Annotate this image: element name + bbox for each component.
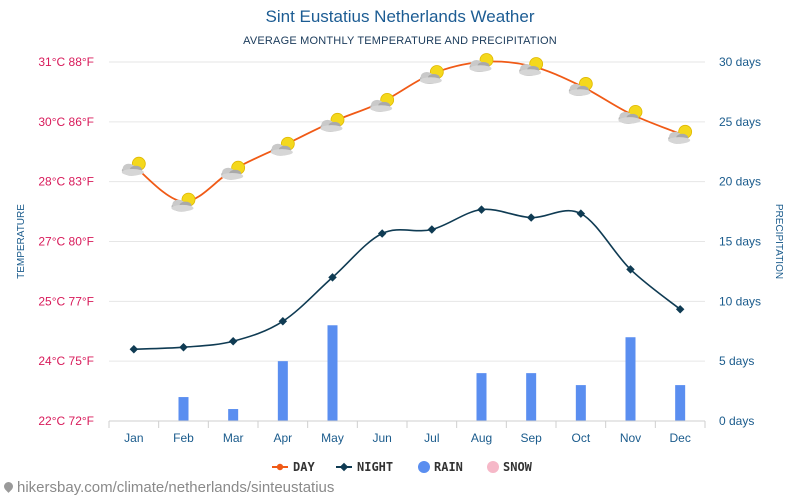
- legend-label: DAY: [293, 460, 315, 474]
- partly-cloudy-icon: [667, 124, 693, 145]
- rain-bars: [178, 325, 686, 421]
- x-tick-label: Jul: [424, 431, 439, 445]
- night-point: [576, 209, 586, 218]
- rain-bar: [277, 361, 288, 421]
- y-right-tick-label: 20 days: [719, 175, 761, 189]
- y-left-tick-label: 22°C 72°F: [38, 414, 94, 428]
- y-left-tick-label: 24°C 75°F: [38, 354, 94, 368]
- partly-cloudy-icon: [270, 136, 295, 157]
- source-url: hikersbay.com/climate/netherlands/sinteu…: [17, 479, 335, 496]
- x-tick-label: Jan: [124, 431, 143, 445]
- night-point: [328, 273, 337, 282]
- location-pin-icon: [2, 480, 15, 493]
- partly-cloudy-icon: [568, 76, 593, 97]
- night-point: [675, 305, 685, 314]
- y-right-tick-label: 30 days: [719, 55, 761, 69]
- partly-cloudy-icon: [419, 64, 444, 85]
- y-right-tick-label: 15 days: [719, 235, 761, 249]
- partly-cloudy-icon: [220, 160, 246, 181]
- day-line: [133, 60, 681, 203]
- x-tick-label: Apr: [273, 431, 292, 445]
- partly-cloudy-icon: [121, 156, 146, 177]
- night-point: [179, 342, 188, 352]
- partly-cloudy-icon: [320, 112, 345, 133]
- y-right-tick-label: 5 days: [719, 354, 754, 368]
- legend-marker: [339, 462, 349, 472]
- night-point: [526, 213, 536, 222]
- rain-bar: [228, 409, 239, 421]
- y-right-tick-label: 10 days: [719, 294, 761, 308]
- y-right-axis-title: PRECIPITATION: [773, 204, 784, 279]
- y-right-tick-label: 25 days: [719, 115, 761, 129]
- y-left-tick-label: 30°C 86°F: [38, 115, 94, 129]
- night-line: [133, 208, 681, 350]
- rain-bar: [575, 385, 586, 421]
- x-tick-label: Sep: [520, 431, 542, 445]
- x-tick-label: Mar: [223, 431, 244, 445]
- partly-cloudy-icon: [518, 56, 544, 77]
- y-left-tick-label: 28°C 83°F: [38, 175, 94, 189]
- chart-title: Sint Eustatius Netherlands Weather: [265, 7, 535, 26]
- legend-label: NIGHT: [357, 460, 393, 474]
- x-tick-label: Oct: [571, 431, 590, 445]
- rain-bar: [476, 373, 487, 421]
- rain-bar: [526, 373, 537, 421]
- grid: [109, 61, 705, 422]
- x-tick-label: Jun: [372, 431, 391, 445]
- day-series: [121, 53, 693, 213]
- x-tick-label: Nov: [620, 431, 641, 445]
- x-tick-label: Dec: [669, 431, 690, 445]
- legend-label: RAIN: [434, 460, 463, 474]
- night-point: [427, 225, 437, 234]
- y-left-tick-label: 25°C 77°F: [38, 294, 94, 308]
- axes: 22°C 72°F 24°C 75°F 25°C 77°F 27°C 80°F 28°C…: [16, 55, 784, 445]
- partly-cloudy-icon: [618, 104, 643, 125]
- rain-bar: [178, 397, 189, 421]
- legend-dot-swatch: [487, 461, 499, 473]
- partly-cloudy-icon: [469, 53, 494, 73]
- y-left-tick-label: 31°C 88°F: [38, 55, 94, 69]
- night-series: [129, 205, 685, 354]
- night-point: [377, 229, 387, 238]
- legend-dot-swatch: [418, 461, 430, 473]
- rain-bar: [625, 337, 636, 421]
- night-point: [278, 317, 288, 326]
- partly-cloudy-icon: [369, 92, 395, 113]
- night-point: [129, 344, 139, 354]
- source-link[interactable]: hikersbay.com/climate/netherlands/sinteu…: [2, 479, 335, 496]
- y-left-tick-label: 27°C 80°F: [38, 235, 94, 249]
- y-right-tick-label: 0 days: [719, 414, 754, 428]
- rain-bar: [327, 325, 338, 421]
- night-point: [228, 336, 238, 346]
- y-left-axis-title: TEMPERATURE: [16, 204, 27, 279]
- legend-label: SNOW: [503, 460, 533, 474]
- night-point: [626, 265, 635, 274]
- rain-bar: [675, 385, 686, 421]
- legend-marker: [276, 463, 284, 471]
- x-tick-label: Feb: [173, 431, 194, 445]
- x-tick-label: May: [321, 431, 344, 445]
- x-tick-label: Aug: [471, 431, 492, 445]
- chart-subtitle: AVERAGE MONTHLY TEMPERATURE AND PRECIPIT…: [243, 35, 557, 47]
- night-point: [477, 205, 486, 214]
- partly-cloudy-icon: [171, 192, 196, 213]
- legend: DAY NIGHT RAIN SNOW: [272, 460, 533, 474]
